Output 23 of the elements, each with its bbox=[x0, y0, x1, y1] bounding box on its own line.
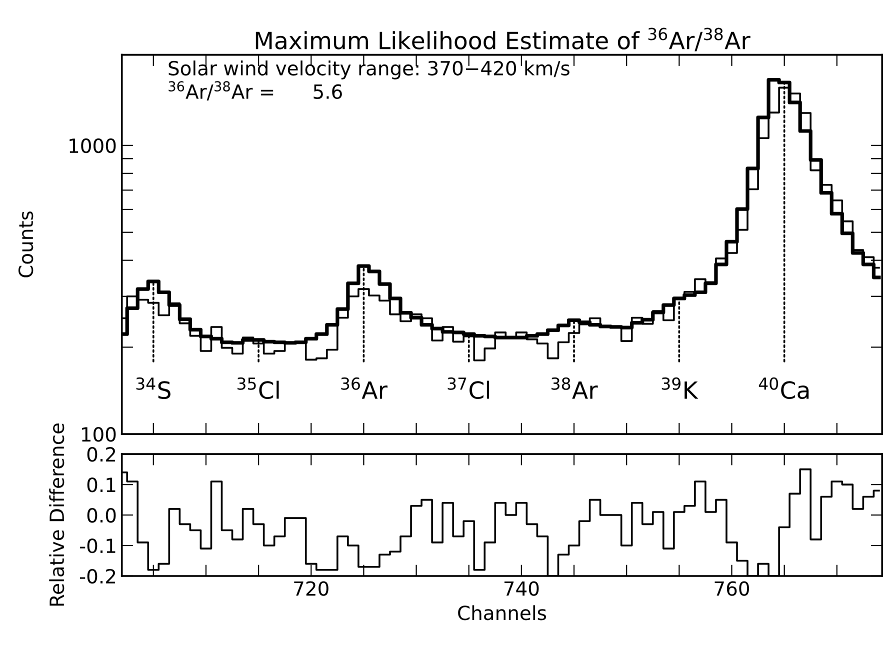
y-tick-label: 0.1 bbox=[87, 478, 116, 492]
y-tick-label: 100 bbox=[82, 427, 116, 442]
y-tick-label: -0.2 bbox=[80, 568, 116, 584]
chart-title: Maximum Likelihood Estimate of $^{36}$Ar/$^{38}$Ar bbox=[256, 28, 750, 52]
annotation: $^{39}$K bbox=[662, 377, 698, 399]
y-axis-title: Counts bbox=[18, 211, 34, 278]
x-axis-title: Channels bbox=[458, 605, 546, 620]
annotation: Solar wind velocity range: 370−420 km/s bbox=[168, 60, 570, 80]
y-tick-label: 0.0 bbox=[87, 508, 116, 523]
annotation: $^{36}$Ar bbox=[341, 377, 388, 399]
annotation: $^{35}$Cl bbox=[237, 377, 279, 400]
y-tick-label: 1000 bbox=[70, 138, 116, 154]
annotation: $^{36}$Ar/$^{38}$Ar = 5.6 bbox=[168, 81, 342, 101]
x-tick-label: 760 bbox=[714, 581, 750, 596]
annotation: $^{37}$Cl bbox=[448, 377, 490, 400]
y-tick-label: 0.2 bbox=[87, 447, 116, 462]
annotation: $^{40}$Ca bbox=[758, 377, 809, 400]
x-tick-label: 740 bbox=[504, 581, 539, 596]
annotation: $^{34}$S bbox=[136, 377, 170, 400]
x-tick-label: 720 bbox=[294, 581, 328, 596]
y-axis-title: Relative Difference bbox=[49, 424, 64, 606]
y-tick-label: -0.1 bbox=[80, 538, 116, 554]
annotation: $^{38}$Ar bbox=[552, 377, 598, 399]
